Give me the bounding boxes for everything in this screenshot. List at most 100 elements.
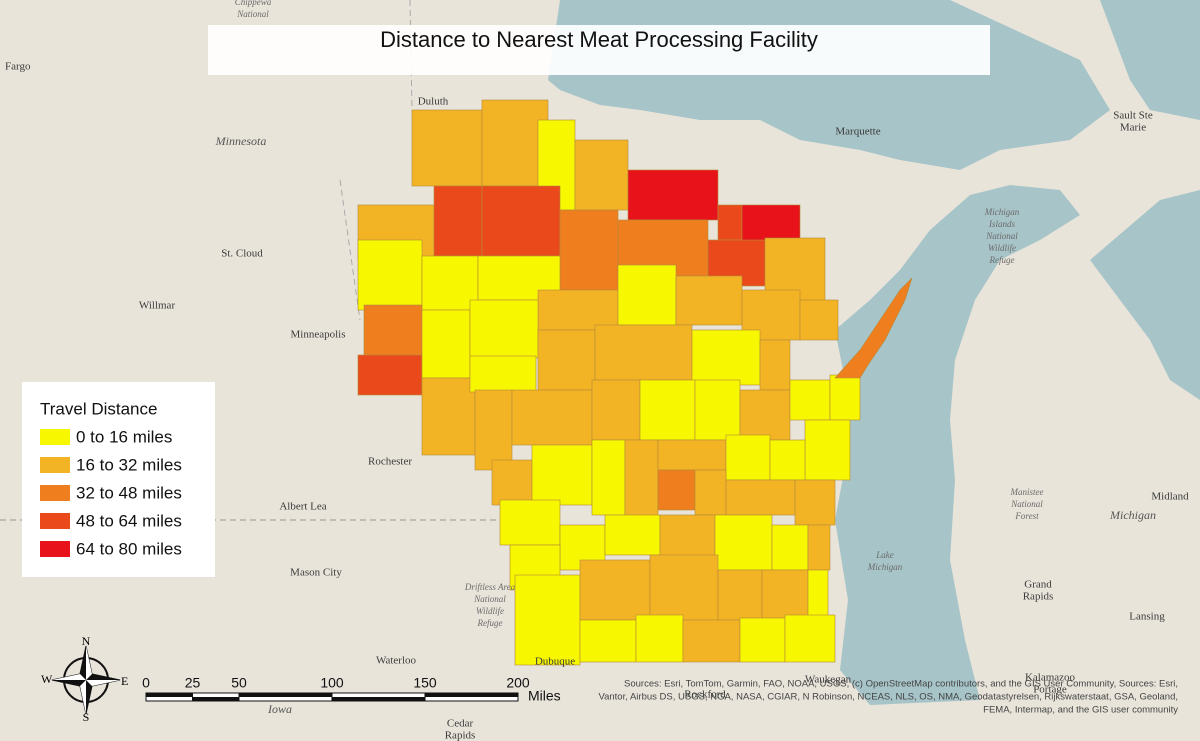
place-label: National bbox=[236, 9, 269, 19]
county bbox=[717, 569, 763, 621]
county bbox=[357, 354, 423, 396]
place-label: Minnesota bbox=[215, 134, 267, 148]
county bbox=[537, 289, 619, 331]
place-labels: Fargo Chippewa National Duluth Minnesota St. … bbox=[5, 0, 1189, 741]
place-label: Rapids bbox=[1023, 591, 1054, 603]
place-label: National bbox=[985, 231, 1018, 241]
county bbox=[829, 374, 861, 421]
county bbox=[511, 389, 593, 446]
legend-swatch bbox=[40, 541, 70, 557]
legend-label: 48 to 64 miles bbox=[76, 511, 182, 530]
place-label: Refuge bbox=[477, 618, 503, 628]
county bbox=[491, 459, 533, 506]
county bbox=[807, 569, 829, 621]
county bbox=[594, 324, 693, 381]
compass: N S E W bbox=[41, 634, 128, 724]
counties bbox=[357, 99, 913, 666]
county bbox=[574, 139, 629, 211]
scale-tick-label: 50 bbox=[231, 675, 247, 691]
legend-label: 16 to 32 miles bbox=[76, 455, 182, 474]
place-label: Rockford bbox=[684, 689, 726, 701]
compass-n: N bbox=[82, 634, 91, 648]
place-label: Sault Ste bbox=[1113, 110, 1153, 122]
place-label: Lake bbox=[875, 550, 894, 560]
lake-superior-east bbox=[1100, 0, 1200, 120]
county bbox=[725, 479, 796, 516]
place-label: Waterloo bbox=[376, 655, 417, 667]
county bbox=[739, 389, 791, 441]
county bbox=[627, 169, 719, 221]
county bbox=[691, 329, 761, 386]
place-label: Dubuque bbox=[535, 656, 575, 668]
legend-swatch bbox=[40, 513, 70, 529]
scale-segment bbox=[146, 693, 193, 697]
county bbox=[789, 379, 831, 421]
place-label: Marquette bbox=[835, 126, 880, 138]
place-label: Kalamazoo bbox=[1025, 672, 1076, 684]
place-label: Midland bbox=[1151, 491, 1189, 503]
county bbox=[694, 379, 741, 441]
county bbox=[591, 379, 641, 441]
scale-segment bbox=[192, 697, 239, 701]
map-title: Distance to Nearest Meat Processing Faci… bbox=[380, 27, 818, 52]
county bbox=[769, 439, 806, 481]
county bbox=[537, 329, 596, 391]
compass-s: S bbox=[83, 710, 90, 724]
place-label: Mason City bbox=[290, 567, 342, 579]
legend-label: 0 to 16 miles bbox=[76, 427, 172, 446]
place-label: Driftless Area bbox=[464, 582, 516, 592]
county bbox=[514, 574, 581, 666]
place-label: Fargo bbox=[5, 61, 31, 73]
county bbox=[421, 377, 476, 456]
scale-tick-label: 25 bbox=[185, 675, 201, 691]
legend-swatch bbox=[40, 485, 70, 501]
scale-segment bbox=[239, 693, 332, 697]
place-label: Minneapolis bbox=[291, 329, 346, 341]
legend-swatch bbox=[40, 457, 70, 473]
county bbox=[694, 469, 727, 516]
legend-label: 32 to 48 miles bbox=[76, 483, 182, 502]
county bbox=[771, 524, 809, 571]
county bbox=[421, 309, 471, 379]
county bbox=[635, 614, 684, 663]
compass-e: E bbox=[121, 674, 128, 688]
county bbox=[741, 204, 801, 243]
county bbox=[834, 277, 913, 379]
county bbox=[807, 524, 831, 571]
county bbox=[761, 569, 809, 621]
scale-segment bbox=[332, 697, 425, 701]
county bbox=[784, 614, 836, 663]
county bbox=[433, 185, 483, 257]
place-label: Rochester bbox=[368, 456, 412, 468]
place-label: Wildlife bbox=[476, 606, 504, 616]
county bbox=[649, 554, 719, 621]
county bbox=[717, 204, 743, 241]
title-box bbox=[208, 25, 990, 75]
scale-tick-label: 200 bbox=[506, 675, 530, 691]
place-label: Cedar bbox=[447, 718, 474, 730]
place-label: Forest bbox=[1014, 511, 1039, 521]
place-label: Willmar bbox=[139, 300, 176, 312]
scale-tick-label: 0 bbox=[142, 675, 150, 691]
place-label: Grand bbox=[1024, 579, 1052, 591]
county bbox=[411, 109, 483, 187]
county bbox=[794, 479, 836, 526]
county bbox=[739, 617, 786, 663]
place-label: Michigan bbox=[867, 562, 903, 572]
legend-label: 64 to 80 miles bbox=[76, 539, 182, 558]
compass-w: W bbox=[41, 672, 53, 686]
place-label: Islands bbox=[988, 219, 1016, 229]
county bbox=[591, 439, 626, 516]
place-label: Michigan bbox=[1109, 508, 1156, 522]
county bbox=[799, 299, 839, 341]
county bbox=[363, 304, 423, 356]
county bbox=[469, 355, 537, 393]
county bbox=[579, 559, 651, 621]
county bbox=[657, 469, 696, 511]
county bbox=[624, 439, 659, 521]
place-label: Duluth bbox=[418, 96, 449, 108]
legend-title: Travel Distance bbox=[40, 399, 157, 418]
county bbox=[474, 389, 513, 471]
county bbox=[469, 299, 539, 359]
